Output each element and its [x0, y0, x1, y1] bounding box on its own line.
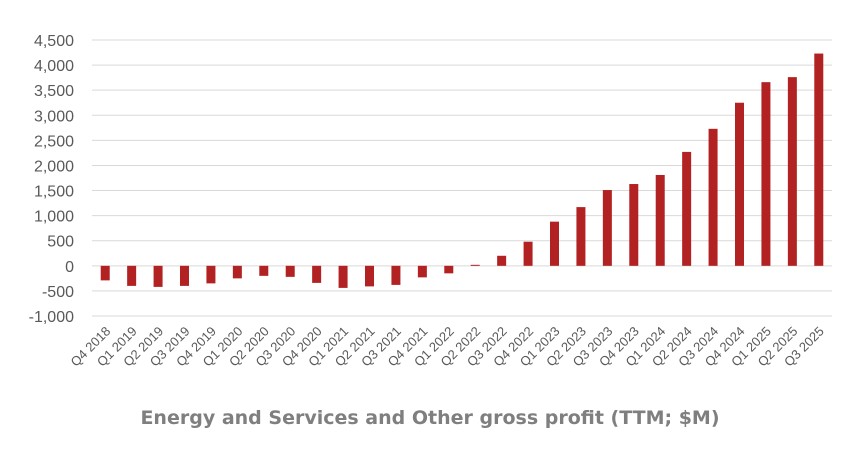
bar	[682, 151, 692, 266]
y-tick-label: 4,500	[34, 33, 74, 50]
y-tick-label: 0	[65, 259, 74, 276]
bar	[259, 265, 269, 276]
bar	[550, 221, 559, 266]
chart-caption: Energy and Services and Other gross prof…	[140, 407, 719, 429]
bar	[365, 265, 374, 287]
y-axis-ticks: -1,000 -500 0 500 1,000 1,500 2,000 2,500 3,000 3…	[29, 33, 74, 326]
gridlines	[92, 39, 832, 317]
y-tick-label: 2,000	[34, 158, 74, 175]
y-tick-label: 4,000	[34, 58, 74, 75]
bar	[576, 207, 586, 266]
bar	[153, 265, 163, 287]
bar	[444, 265, 454, 274]
bar	[206, 265, 216, 284]
y-tick-label: -500	[42, 284, 74, 301]
bar	[497, 255, 507, 266]
bar	[338, 265, 348, 288]
y-tick-label: 1,000	[34, 209, 74, 226]
bar	[285, 265, 295, 277]
bar	[602, 190, 612, 266]
bar	[787, 77, 797, 266]
bar	[655, 174, 665, 266]
bar	[761, 82, 771, 266]
bar	[470, 264, 480, 266]
bar	[312, 265, 322, 283]
bar	[735, 102, 744, 266]
y-tick-label: 3,000	[34, 108, 74, 125]
bar	[100, 265, 110, 281]
y-tick-label: 1,500	[34, 184, 74, 201]
bar	[391, 265, 401, 285]
y-tick-label: -1,000	[29, 309, 74, 326]
bar	[417, 265, 427, 278]
bar	[127, 265, 137, 286]
bar	[232, 265, 242, 279]
bar	[629, 184, 639, 266]
bar	[523, 241, 533, 266]
bar	[814, 53, 824, 266]
y-tick-label: 2,500	[34, 133, 74, 150]
bars	[100, 53, 824, 288]
y-tick-label: 3,500	[34, 83, 74, 100]
bar	[180, 265, 189, 286]
bar	[708, 128, 718, 266]
y-tick-label: 500	[47, 234, 74, 251]
